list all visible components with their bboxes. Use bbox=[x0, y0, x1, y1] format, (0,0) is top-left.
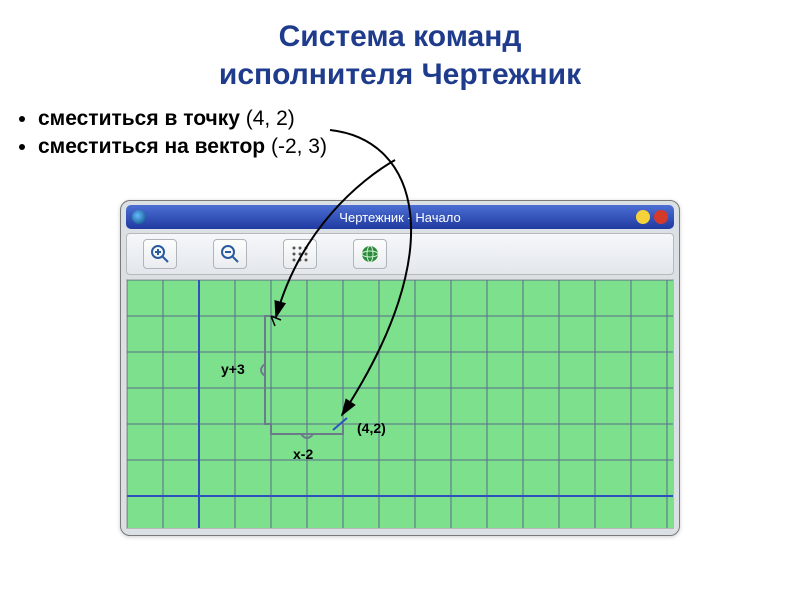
app-icon bbox=[132, 210, 146, 224]
y-delta-label: y+3 bbox=[221, 361, 245, 377]
title-line2: исполнителя Чертежник bbox=[219, 58, 581, 91]
bullet-bold: сместиться в точку bbox=[38, 107, 240, 130]
bullet-rest: (-2, 3) bbox=[265, 135, 327, 158]
window-title: Чертежник - Начало bbox=[339, 210, 460, 225]
minimize-icon[interactable] bbox=[636, 210, 650, 224]
drawer-window: Чертежник - Начало bbox=[120, 200, 680, 536]
zoom-out-icon bbox=[220, 244, 240, 264]
bullet-rest: (4, 2) bbox=[240, 107, 295, 130]
bullet-item: сместиться в точку (4, 2) bbox=[38, 107, 800, 131]
point-label: (4,2) bbox=[357, 420, 386, 436]
grid-svg bbox=[127, 280, 674, 529]
zoom-in-button[interactable] bbox=[143, 239, 177, 269]
bullet-list: сместиться в точку (4, 2) сместиться на … bbox=[38, 107, 800, 159]
zoom-in-icon bbox=[150, 244, 170, 264]
zoom-out-button[interactable] bbox=[213, 239, 247, 269]
drawing-canvas: y+3 x-2 (4,2) bbox=[126, 279, 674, 529]
grid-button[interactable] bbox=[283, 239, 317, 269]
globe-button[interactable] bbox=[353, 239, 387, 269]
bullet-bold: сместиться на вектор bbox=[38, 135, 265, 158]
x-delta-label: x-2 bbox=[293, 446, 313, 462]
bullet-item: сместиться на вектор (-2, 3) bbox=[38, 135, 800, 159]
grid-icon bbox=[290, 244, 310, 264]
title-line1: Система команд bbox=[279, 20, 522, 53]
toolbar bbox=[126, 233, 674, 275]
globe-icon bbox=[360, 244, 380, 264]
titlebar[interactable]: Чертежник - Начало bbox=[126, 205, 674, 229]
window-controls bbox=[636, 210, 668, 224]
close-icon[interactable] bbox=[654, 210, 668, 224]
slide-title: Система команд исполнителя Чертежник bbox=[0, 0, 800, 93]
